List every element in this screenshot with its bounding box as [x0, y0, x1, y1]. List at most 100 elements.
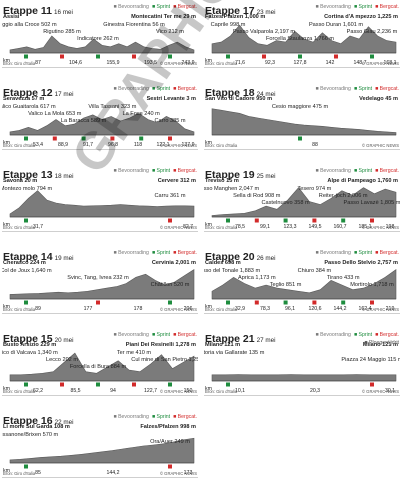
start-label: Cherasco 224 m [3, 260, 46, 266]
km-tick: 91,7 [83, 142, 93, 148]
km-tick: 62,2 [33, 388, 43, 394]
climb-label: Bressanone/Brixen 570 m [2, 432, 59, 438]
legend-sprint: ■ Sprint [353, 250, 373, 256]
stage-name: Etappe 21 [205, 333, 255, 345]
km-tick: 173 [184, 470, 193, 476]
stage-18-panel: Etappe 18 24 mei ■ Bevoorrading ■ Sprint ■ B… [204, 82, 400, 150]
source-note: Bron: Giro d'Italia [3, 143, 36, 148]
marker-icon [341, 300, 346, 305]
km-tick: 150 [184, 388, 193, 394]
climb-label: Col de Joux 1,640 m [2, 268, 52, 274]
km-tick: 96,8 [108, 142, 118, 148]
profile-chart: San Vito di Cadore 950 m Vedelago 45 m Ces… [205, 96, 398, 148]
stage-date: 23 mei [256, 9, 276, 16]
climb-label: Ter me 410 m [117, 350, 152, 356]
km-tick: 104,6 [69, 60, 82, 66]
marker-icon [370, 382, 374, 387]
legend-mountain: ■ Bergcat. [173, 86, 197, 92]
km-tick: 53,4 [33, 142, 43, 148]
km-label: km [3, 222, 10, 228]
marker-icon [341, 218, 346, 223]
km-tick: 20,3 [310, 388, 320, 394]
climb-label: Villa Tassani 323 m [88, 104, 136, 110]
marker-icon [254, 300, 259, 305]
climb-label: Indicatore 262 m [77, 36, 119, 42]
marker-icon [60, 54, 64, 59]
marker-icon [262, 54, 266, 59]
source-note: Bron: Giro d'Italia [205, 307, 238, 312]
legend-mountain: ■ Bergcat. [375, 86, 399, 92]
km-label: km [3, 386, 10, 392]
legend-mountain: ■ Bergcat. [375, 168, 399, 174]
km-tick: 206 [184, 306, 193, 312]
start-label: Savona 20 m [3, 178, 37, 184]
profile-chart: Treviso 15 m Alpe di Pampeago 1,760 m Pass… [204, 178, 400, 230]
climb-label: Vico 212 m [156, 29, 184, 35]
km-tick: 82,7 [183, 224, 193, 230]
marker-icon [96, 54, 100, 59]
climb-label: La Foce 240 m [123, 111, 161, 117]
climb-label: Teglio 851 m [270, 282, 302, 288]
km-tick: 142 [326, 60, 335, 66]
marker-icon [96, 382, 100, 387]
stage-16-panel: Etappe 16 22 mei ■ Bevoorrading ■ Sprint ■ B… [2, 410, 198, 478]
stage-title: Etappe 11 16 mei [3, 1, 73, 19]
climb-label: Poggio alla Croce 502 m [2, 22, 57, 28]
km-tick: 94 [110, 388, 116, 394]
stage-date: 18 mei [54, 173, 74, 180]
km-label: km [205, 304, 212, 310]
legend-sprint: ■ Sprint [151, 168, 171, 174]
elevation-profile [9, 269, 195, 300]
km-tick: 185,1 [359, 224, 372, 230]
start-label: Milano 121 m [205, 342, 240, 348]
marker-icon [60, 382, 64, 387]
km-tick: 144,2 [334, 306, 347, 312]
marker-icon [52, 136, 57, 141]
marker-icon [298, 54, 302, 59]
climb-label: Forcella di Bura 884 m [70, 364, 127, 370]
stage-title: Etappe 20 26 mei [205, 247, 276, 265]
marker-icon [24, 54, 28, 59]
legend-mountain: ■ Bergcat. [173, 250, 197, 256]
stage-name: Etappe 13 [3, 169, 53, 181]
legend: ■ Bevoorrading ■ Sprint ■ Bergcat. [111, 414, 197, 420]
source-note: Bron: Giro d'Italia [205, 143, 238, 148]
legend-mountain: ■ Bergcat. [375, 332, 399, 338]
profile-chart: Caldes 698 m Passo Dello Stelvio 2,757 m P… [204, 260, 398, 312]
marker-icon [370, 218, 374, 223]
stage-date: 25 mei [256, 173, 276, 180]
elevation-profile [211, 269, 397, 300]
km-tick: 127,8 [294, 60, 307, 66]
stage-title: Etappe 17 23 mei [205, 1, 276, 19]
stage-14-panel: Etappe 14 19 mei ■ Bevoorrading ■ Sprint ■ B… [2, 246, 198, 314]
marker-icon [24, 136, 28, 141]
legend-feed: ■ Bevoorrading [113, 86, 149, 92]
climb-label: Forcella Staulanza 1,766 m [266, 36, 334, 42]
climb-label: Aprica 1,173 m [238, 275, 276, 281]
source-note: Bron: Giro d'Italia [205, 225, 238, 230]
marker-icon [132, 382, 136, 387]
finish-label: Cervinia 2,001 m [152, 260, 196, 266]
legend-sprint: ■ Sprint [353, 168, 373, 174]
climb-label: Passo del Tonale 1,883 m [204, 268, 260, 274]
km-tick: 30,1 [385, 388, 395, 394]
km-tick: 85,5 [70, 388, 80, 394]
finish-label: Montecatini Ter me 29 m [131, 14, 196, 20]
climb-label: Tesero 974 m [297, 186, 331, 192]
climb-label: Valico di Valcava 1,340 m [2, 350, 58, 356]
finish-label: Milano 121 m [363, 342, 398, 348]
climb-label: Carru 361 m [154, 193, 185, 199]
start-label: Busto Arsizio 229 m [3, 342, 56, 348]
km-tick: 149,5 [309, 224, 322, 230]
km-tick: 85 [35, 470, 41, 476]
elevation-profile [9, 352, 195, 382]
start-label: Treviso 15 m [205, 178, 239, 184]
marker-icon [96, 300, 100, 305]
legend: ■ Bevoorrading ■ Sprint ■ Bergcat. [111, 168, 197, 174]
stage-11-panel: Etappe 11 16 mei ■ Bevoorrading ■ Sprint ■ B… [2, 0, 198, 68]
start-label: Seravezza 57 m [3, 96, 44, 102]
legend-sprint: ■ Sprint [151, 86, 171, 92]
marker-icon [370, 300, 374, 305]
source-note: Bron: Giro d'Italia [3, 61, 36, 66]
climb-label: Valico Guaitarola 617 m [2, 104, 56, 110]
